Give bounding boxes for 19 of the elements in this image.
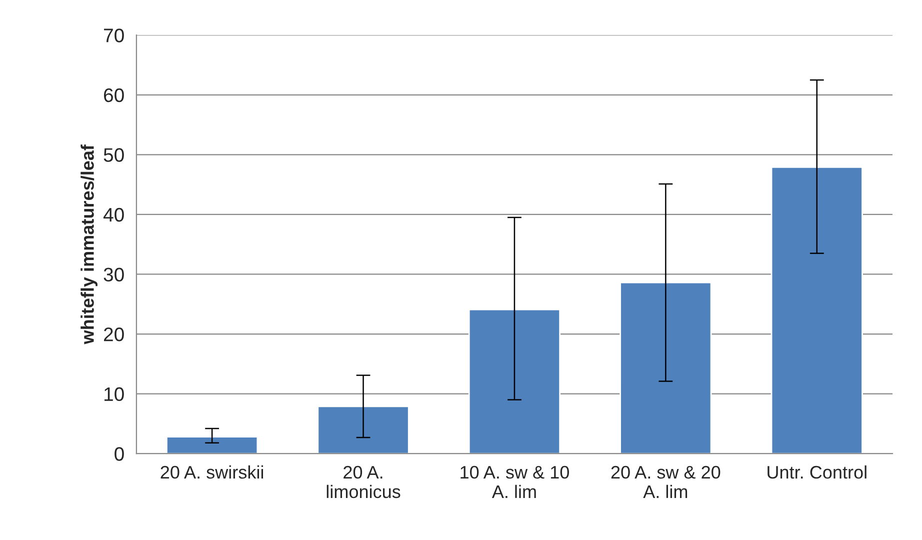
bar xyxy=(317,406,410,454)
y-tick-label: 30 xyxy=(104,268,124,282)
bar xyxy=(468,308,561,454)
y-tick-label: 60 xyxy=(104,88,124,102)
x-tick-label: Untr. Control xyxy=(768,465,866,479)
x-tick-label: 20 A. swirskii xyxy=(160,465,264,479)
bar xyxy=(770,166,863,454)
y-tick-label: 10 xyxy=(104,387,124,402)
y-tick-label: 40 xyxy=(103,208,124,222)
bar xyxy=(166,436,258,454)
y-tick-label: 50 xyxy=(104,148,124,162)
y-tick-label: 0 xyxy=(114,447,124,461)
y-tick-label: 70 xyxy=(104,28,124,42)
bar xyxy=(620,282,712,454)
x-tick-label: 10 A. sw & 10 A. lim xyxy=(460,466,569,498)
y-tick-label: 20 xyxy=(104,327,124,342)
x-tick-label: 20 A. sw & 20 A. lim xyxy=(611,466,720,498)
y-axis-title: whitefly immatures/leaf xyxy=(80,144,98,344)
x-tick-label: 20 A. limonicus xyxy=(326,466,400,498)
